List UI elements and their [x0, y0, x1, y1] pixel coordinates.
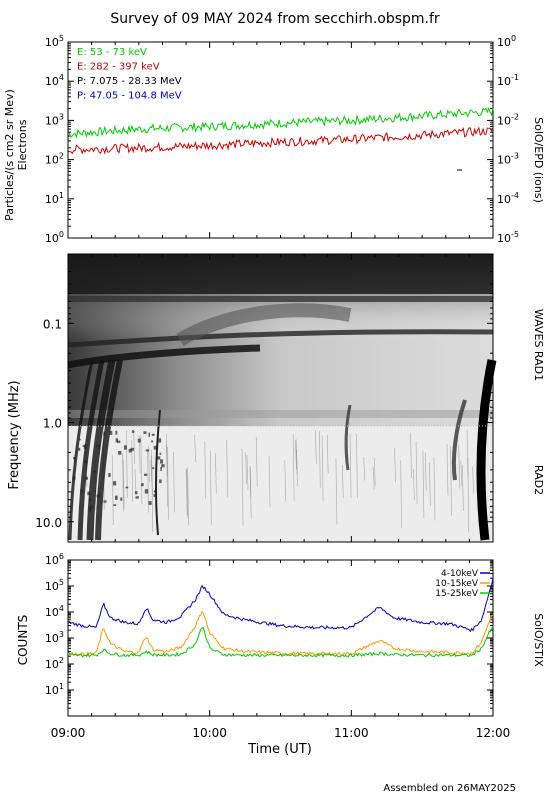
spectrogram-right-label-rad2: RAD2	[532, 465, 545, 495]
stix-x-tick-label: 12:00	[476, 726, 511, 740]
epd-right-label: SolO/EPD (ions)	[532, 117, 545, 203]
epd-y-label: Particles/(s cm2 sr Mev)	[3, 89, 16, 221]
stix-panel: 101 102 103 104 105 106 4-10keV10-15keV15-25k…	[16, 552, 545, 757]
epd-legend-entry: E: 53 - 73 keV	[77, 47, 147, 58]
epd-y-label-2: Electrons	[16, 119, 29, 170]
epd-y2-tick-label: 100	[497, 34, 516, 49]
stix-y-tick-label: 101	[45, 682, 64, 697]
epd-y2-tick-label: 10-5	[497, 230, 519, 245]
stix-x-tick-label: 09:00	[51, 726, 86, 740]
epd-y2-tick-label: 10-2	[497, 112, 519, 127]
assembled-note: Assembled on 26MAY2025	[383, 783, 516, 794]
epd-y2-tick-label: 10-4	[497, 191, 519, 206]
spectrogram-panel: 0.1 1.0 10.0 Frequency (MHz) WAVES RAD1 RA…	[7, 253, 545, 543]
stix-series-line	[67, 626, 494, 659]
stix-series	[67, 577, 494, 659]
stix-y-label: COUNTS	[16, 615, 30, 666]
epd-legend-entry: E: 282 - 397 keV	[77, 62, 160, 73]
spectrogram-y-tick-label: 0.1	[43, 317, 62, 331]
epd-series-line	[67, 126, 494, 155]
spectrogram-right-label-rad1: WAVES RAD1	[532, 309, 545, 381]
stix-x-tick-label: 10:00	[192, 726, 227, 740]
stix-y-tick-label: 103	[45, 630, 64, 645]
epd-y-tick-label: 100	[45, 230, 64, 245]
stix-y-tick-label: 104	[45, 604, 64, 619]
epd-y-tick-label: 101	[45, 191, 64, 206]
stix-legend-entry: 4-10keV	[441, 569, 479, 579]
epd-series	[67, 107, 494, 155]
epd-panel: 100 101 102 103 104 105 10-5 10-4 10-3 10-2 10-1 10…	[3, 34, 545, 245]
spectrogram-y-tick-label: 10.0	[35, 516, 62, 530]
stix-y-tick-label: 105	[45, 578, 64, 593]
epd-y-tick-label: 102	[45, 152, 64, 167]
stix-x-tick-label: 11:00	[334, 726, 369, 740]
stix-y-ticks: 101 102 103 104 105 106	[45, 552, 493, 709]
spectrogram-y-label: Frequency (MHz)	[7, 380, 22, 489]
epd-y-tick-label: 105	[45, 34, 64, 49]
stix-x-ticks: 09:00 10:00 11:00 12:00	[51, 560, 511, 740]
epd-legend-entry: P: 7.075 - 28.33 MeV	[77, 76, 182, 87]
stix-legend-entry: 15-25keV	[435, 589, 479, 599]
spectrogram-y-ticks: 0.1 1.0 10.0	[35, 254, 494, 542]
stix-y-tick-label: 106	[45, 552, 64, 567]
epd-y-tick-label: 104	[45, 73, 64, 88]
epd-series-line	[67, 107, 494, 139]
epd-y2-tick-label: 10-1	[497, 73, 519, 88]
stix-right-label: SolO/STIX	[532, 613, 545, 667]
stix-y-tick-label: 102	[45, 656, 64, 671]
epd-y2-tick-label: 10-3	[497, 152, 519, 167]
epd-legend: E: 53 - 73 keV E: 282 - 397 keV P: 7.075 -…	[77, 47, 182, 102]
spectrogram-streaks	[68, 359, 497, 541]
spectrogram-y-tick-label: 1.0	[43, 417, 62, 431]
epd-legend-entry: P: 47.05 - 104.8 MeV	[77, 91, 182, 102]
epd-y-tick-label: 103	[45, 112, 64, 127]
x-axis-label: Time (UT)	[247, 742, 312, 757]
stix-legend-entry: 10-15keV	[435, 579, 479, 589]
epd-y-ticks: 100 101 102 103 104 105 10-5 10-4 10-3 10-2 10-1 10…	[45, 34, 519, 245]
figure-title: Survey of 09 MAY 2024 from secchirh.obsp…	[110, 11, 440, 27]
stix-series-line	[67, 577, 494, 633]
